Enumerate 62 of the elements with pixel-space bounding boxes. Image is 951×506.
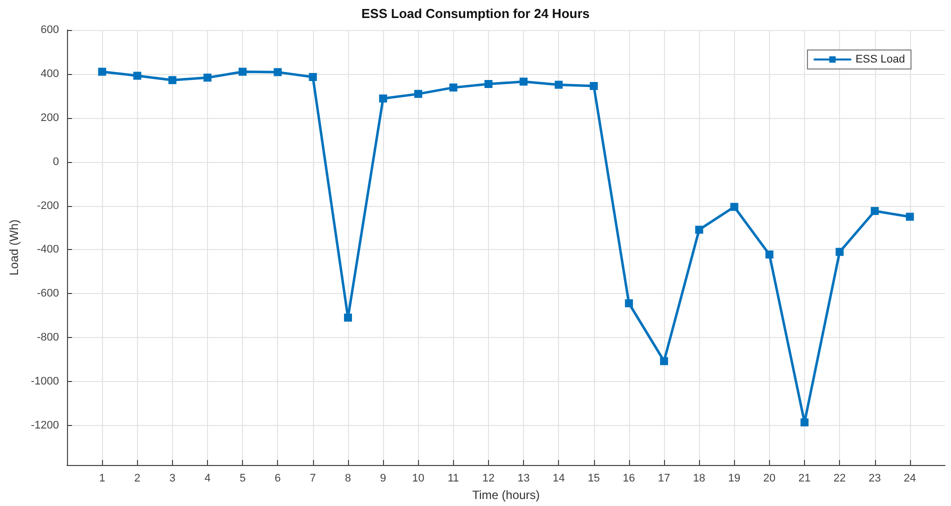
x-tick-label: 20 — [763, 472, 776, 484]
point — [836, 248, 844, 256]
y-tick-label: -1200 — [30, 419, 60, 432]
y-tick-label: -200 — [37, 200, 60, 212]
point — [449, 84, 458, 92]
x-tick-label: 22 — [834, 472, 846, 484]
y-tick-label: -800 — [37, 332, 60, 344]
x-tick-label: 11 — [448, 472, 460, 484]
point — [308, 73, 317, 82]
x-tick-label: 17 — [658, 472, 670, 484]
y-tick-label: -400 — [37, 244, 60, 256]
point — [344, 314, 352, 322]
x-tick-label: 8 — [344, 472, 352, 484]
point — [765, 250, 774, 259]
y-tick-label: -600 — [37, 288, 60, 300]
x-axis-title: Time (hours) — [472, 488, 540, 502]
x-tick-label: 7 — [310, 472, 316, 484]
point — [414, 90, 422, 98]
x-tick-label: 16 — [622, 472, 636, 484]
point — [906, 212, 914, 221]
x-tick-label: 1 — [99, 472, 106, 484]
x-tick-label: 24 — [904, 472, 916, 484]
x-tick-label: 6 — [274, 472, 281, 484]
point — [238, 68, 247, 76]
y-tick-label: -1000 — [30, 376, 60, 388]
point — [870, 207, 879, 216]
point — [379, 94, 388, 103]
point — [168, 76, 176, 84]
point — [98, 68, 106, 76]
x-tick-label: 21 — [798, 472, 811, 484]
point — [660, 357, 668, 366]
x-tick-label: 2 — [134, 472, 140, 484]
chart-title: ESS Load Consumption for 24 Hours — [361, 6, 590, 21]
x-tick-label: 23 — [868, 472, 881, 484]
x-tick-label: 4 — [204, 472, 211, 484]
x-tick-label: 15 — [588, 472, 600, 484]
point — [554, 80, 563, 89]
point — [204, 74, 212, 82]
x-tick-label: 14 — [552, 472, 565, 484]
point — [274, 68, 282, 76]
x-tick-label: 13 — [517, 472, 530, 484]
point — [800, 418, 809, 426]
point — [695, 226, 704, 234]
legend-label: ESS Load — [855, 54, 906, 66]
x-tick-label: 5 — [240, 472, 246, 484]
point — [484, 80, 492, 88]
y-tick-label: 200 — [40, 112, 60, 124]
point — [624, 299, 633, 308]
x-tick-label: 3 — [169, 472, 176, 484]
x-tick-label: 12 — [482, 472, 495, 484]
x-tick-label: 9 — [380, 472, 386, 484]
y-tick-label: 400 — [40, 68, 60, 80]
point — [590, 82, 598, 90]
y-tick-label: 600 — [40, 24, 60, 36]
x-tick-label: 10 — [412, 472, 424, 484]
y-axis-title: Load (Wh) — [7, 219, 21, 276]
point — [520, 78, 528, 86]
point — [133, 72, 142, 80]
y-tick-label: 0 — [52, 156, 60, 168]
point — [730, 202, 738, 211]
x-tick-label: 18 — [693, 472, 706, 484]
x-tick-label: 19 — [728, 472, 740, 484]
